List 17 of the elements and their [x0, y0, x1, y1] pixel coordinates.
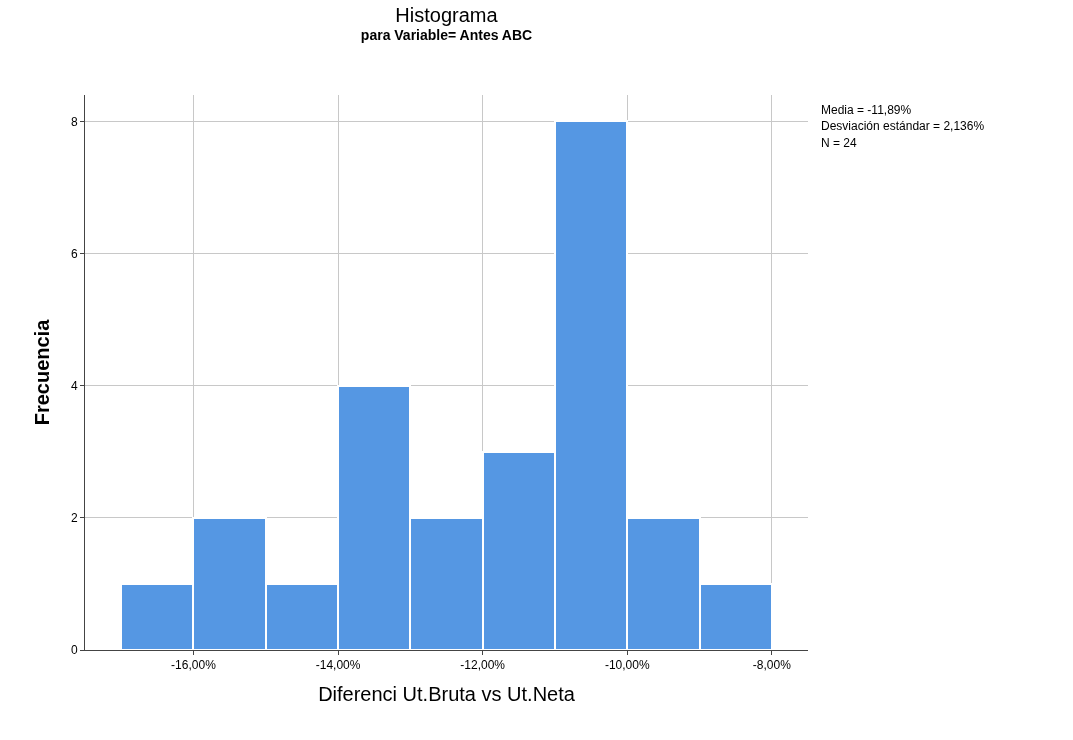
y-tick-label: 2	[70, 511, 78, 526]
x-tick-label: -12,00%	[460, 658, 506, 673]
chart-title: Histograma	[395, 4, 499, 27]
x-tick-label: -8,00%	[752, 658, 792, 673]
x-tick-label: -14,00%	[315, 658, 361, 673]
y-tick-label: 6	[70, 246, 78, 261]
text: Desviación estándar = 2,136%	[821, 119, 985, 133]
x-tick-label: -10,00%	[604, 658, 650, 673]
y-tick-label: 4	[70, 378, 78, 393]
y-axis-title: Frecuencia	[31, 318, 54, 426]
y-tick-label: 8	[70, 114, 78, 129]
chart-subtitle: para Variable= Antes ABC	[360, 26, 533, 43]
x-axis-title: Diferenci Ut.Bruta vs Ut.Neta	[318, 682, 576, 705]
text: N = 24	[821, 136, 858, 150]
x-tick-label: -16,00%	[171, 658, 217, 673]
y-tick-label: 0	[70, 643, 78, 658]
text: Media = -11,89%	[821, 103, 912, 117]
